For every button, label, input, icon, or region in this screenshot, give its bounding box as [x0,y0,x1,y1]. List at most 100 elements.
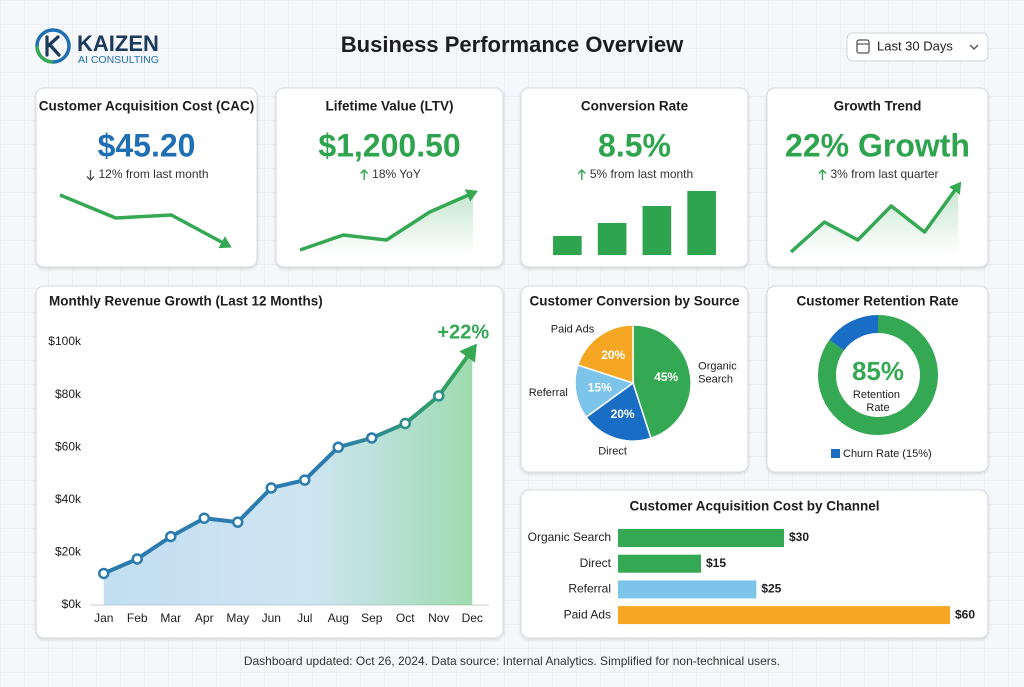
x-tick-label: Dec [462,611,483,625]
footer: Dashboard updated: Oct 26, 2024. Data so… [244,654,780,668]
x-tick-label: Aug [328,611,349,625]
chart-title: Customer Conversion by Source [529,294,740,309]
change-arrow [577,169,586,180]
kpi-card [35,87,258,268]
logo-k [45,35,61,57]
chart-title: Customer Retention Rate [796,294,959,309]
x-tick-label: Jan [94,611,113,625]
page-title: Business Performance Overview [341,32,684,57]
x-tick-label: Jul [297,611,312,625]
change-arrow [86,170,95,181]
date-picker-box[interactable] [846,32,989,62]
chevron-down [969,44,979,50]
point [433,390,445,402]
point [232,516,244,528]
sparkline-area [791,186,958,255]
y-tick-label: $60k [55,439,82,453]
change-arrow [360,169,369,180]
x-tick-label: Jun [262,611,281,625]
arrow-head [218,236,232,249]
category-label: Paid Ads [564,607,611,621]
y-tick-label: $40k [55,492,82,506]
value-label: $30 [789,530,809,544]
point [131,553,143,565]
center-label: Retention Rate [853,389,903,414]
x-tick-label: May [226,611,249,625]
x-tick-label: Sep [361,611,383,625]
pie-slice [632,324,692,440]
sparkline [789,184,960,254]
mini-bar [597,223,627,255]
kpi-value: $45.20 [98,127,196,163]
slice-category: Direct [598,446,627,458]
slice-category: Organic Search [698,361,740,386]
slice-label: 20% [601,348,625,362]
kpi-change: 5% from last month [590,167,693,181]
y-tick-label: $80k [55,387,82,401]
slice-label: 15% [588,380,612,394]
change-arrow [818,169,827,180]
point [98,567,110,580]
logo-text: KAIZEN [77,31,159,56]
sparkline [299,191,474,252]
donut-segment [829,315,879,351]
arrow-head [459,343,477,363]
x-tick-label: Feb [127,611,148,625]
logo-subtitle: AI CONSULTING [78,54,159,66]
point [366,432,378,444]
x-tick-label: Nov [428,611,449,625]
line [102,348,474,576]
y-tick-label: $20k [55,545,82,559]
sparkline-area [300,193,473,255]
chart-card [520,489,989,639]
pie-slice [585,381,652,442]
point [399,417,411,430]
mini-bar [553,236,582,255]
bar [618,554,701,573]
category-label: Direct [580,556,612,570]
logo: KAIZEN AI CONSULTING [35,28,159,66]
x-tick-label: Apr [195,611,214,625]
kpi-change: 18% YoY [372,167,421,181]
legend-swatch [831,449,840,458]
calendar-icon [856,39,870,54]
slice-category: Referral [529,387,568,399]
logo-ring-accent [35,45,54,64]
bar [618,529,784,547]
x-tick-label: Oct [396,611,415,625]
area [103,349,473,605]
donut-segment [818,315,938,435]
pie-slice [574,364,635,419]
point [332,441,344,453]
date-picker[interactable]: Last 30 Days [846,32,989,62]
category-label: Organic Search [528,530,611,544]
arrow-head [949,181,962,195]
kpi-title: Conversion Rate [581,99,689,114]
kpi-change: 3% from last quarter [830,167,938,181]
x-tick-label: Mar [160,611,181,625]
kpi-change: 12% from last month [98,167,208,181]
kpi-title: Customer Acquisition Cost (CAC) [39,99,255,114]
chart-title: Customer Acquisition Cost by Channel [629,499,879,514]
slice-label: 20% [611,407,635,421]
slice-label: 45% [654,370,678,384]
bar [618,606,950,625]
mini-bar [687,191,716,255]
kpi-value: 22% Growth [785,127,970,163]
annotation: +22% [437,321,489,343]
point [165,530,177,543]
arrow-head [464,189,478,202]
slice-category: Paid Ads [551,324,595,336]
value-label: $15 [706,556,726,570]
mini-bar [642,206,672,255]
center-value: 85% [852,356,904,386]
point [299,474,311,486]
bar [618,580,757,599]
legend-label: Churn Rate (15%) [843,448,932,460]
chart-title: Monthly Revenue Growth (Last 12 Months) [49,294,323,309]
date-range[interactable]: Last 30 Days [877,38,953,53]
sparkline [59,193,228,247]
chart-card [766,285,989,473]
value-label: $60 [955,607,975,621]
